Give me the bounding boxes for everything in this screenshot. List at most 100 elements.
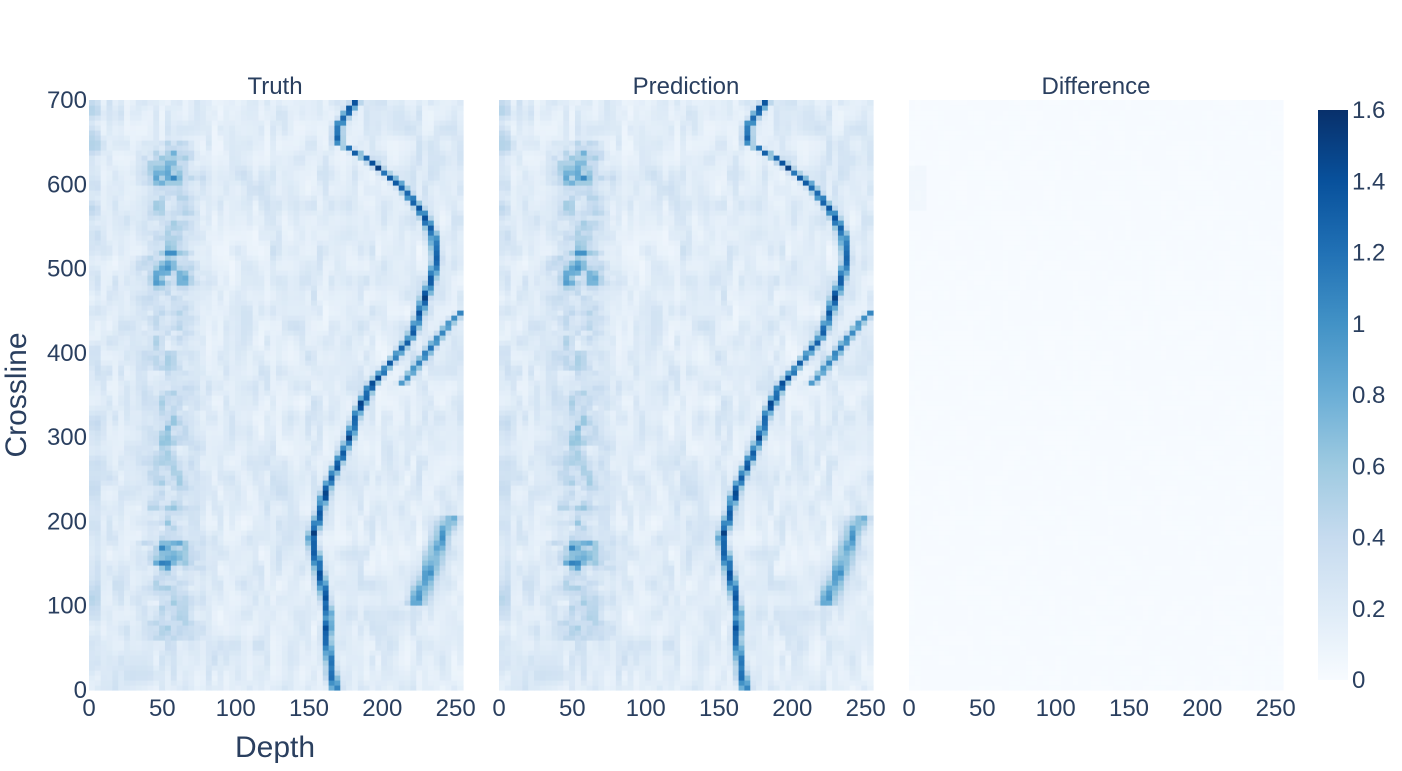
heatmap-cell bbox=[177, 570, 183, 576]
heatmap-cell bbox=[253, 600, 259, 606]
heatmap-cell bbox=[410, 485, 416, 491]
heatmap-cell bbox=[264, 610, 270, 616]
heatmap-cell bbox=[317, 500, 323, 506]
heatmap-cell bbox=[434, 565, 440, 571]
heatmap-cell bbox=[147, 425, 153, 431]
heatmap-cell bbox=[159, 675, 165, 681]
heatmap-cell bbox=[410, 505, 416, 511]
heatmap-cell bbox=[422, 410, 428, 416]
heatmap-cell bbox=[124, 615, 130, 621]
heatmap-cell bbox=[276, 450, 282, 456]
heatmap-cell bbox=[159, 465, 165, 471]
heatmap-cell bbox=[457, 555, 463, 561]
heatmap-cell bbox=[288, 645, 294, 651]
heatmap-cell bbox=[188, 475, 194, 481]
heatmap-cell bbox=[393, 505, 399, 511]
heatmap-cell bbox=[118, 480, 124, 486]
heatmap-cell bbox=[451, 490, 457, 496]
heatmap-cell bbox=[445, 555, 451, 561]
heatmap-cell bbox=[147, 480, 153, 486]
heatmap-cell bbox=[294, 470, 300, 476]
heatmap-cell bbox=[340, 465, 346, 471]
heatmap-cell bbox=[89, 650, 95, 656]
heatmap-cell bbox=[364, 395, 370, 401]
heatmap-cell bbox=[346, 465, 352, 471]
heatmap-cell bbox=[294, 650, 300, 656]
heatmap-cell bbox=[416, 655, 422, 661]
heatmap-cell bbox=[159, 390, 165, 396]
heatmap-cell bbox=[311, 630, 317, 636]
heatmap-cell bbox=[118, 500, 124, 506]
heatmap-cell bbox=[218, 440, 224, 446]
heatmap-cell bbox=[194, 515, 200, 521]
heatmap-cell bbox=[364, 440, 370, 446]
heatmap-cell bbox=[171, 545, 177, 551]
heatmap-cell bbox=[358, 410, 364, 416]
heatmap-cell bbox=[223, 450, 229, 456]
heatmap-cell bbox=[323, 490, 329, 496]
heatmap-cell bbox=[311, 675, 317, 681]
heatmap-cell bbox=[118, 445, 124, 451]
heatmap-cell bbox=[334, 495, 340, 501]
heatmap-cell bbox=[183, 440, 189, 446]
heatmap-cell bbox=[405, 520, 411, 526]
heatmap-cell bbox=[241, 640, 247, 646]
heatmap-cell bbox=[346, 680, 352, 686]
heatmap-cell bbox=[153, 420, 159, 426]
heatmap-cell bbox=[370, 655, 376, 661]
heatmap-cell bbox=[294, 400, 300, 406]
heatmap-cell bbox=[118, 580, 124, 586]
heatmap-cell bbox=[405, 595, 411, 601]
heatmap-cell bbox=[101, 665, 107, 671]
heatmap-cell bbox=[183, 665, 189, 671]
heatmap-cell bbox=[299, 605, 305, 611]
heatmap-cell bbox=[229, 660, 235, 666]
heatmap-cell bbox=[393, 590, 399, 596]
heatmap-cell bbox=[112, 510, 118, 516]
heatmap-cell bbox=[206, 550, 212, 556]
heatmap-cell bbox=[405, 415, 411, 421]
heatmap-cell bbox=[422, 665, 428, 671]
heatmap-cell bbox=[130, 630, 136, 636]
heatmap-cell bbox=[340, 645, 346, 651]
heatmap-cell bbox=[422, 580, 428, 586]
heatmap-cell bbox=[405, 540, 411, 546]
heatmap-cell bbox=[434, 645, 440, 651]
heatmap-cell bbox=[183, 490, 189, 496]
heatmap-cell bbox=[153, 635, 159, 641]
heatmap-cell bbox=[346, 545, 352, 551]
heatmap-cell bbox=[375, 460, 381, 466]
heatmap-cell bbox=[387, 545, 393, 551]
heatmap-cell bbox=[346, 555, 352, 561]
heatmap-cell bbox=[352, 635, 358, 641]
heatmap-cell bbox=[399, 550, 405, 556]
heatmap-cell bbox=[352, 530, 358, 536]
heatmap-cell bbox=[177, 455, 183, 461]
heatmap-cell bbox=[235, 595, 241, 601]
heatmap-cell bbox=[352, 625, 358, 631]
heatmap-cell bbox=[405, 630, 411, 636]
heatmap-cell bbox=[241, 585, 247, 591]
heatmap-cell bbox=[434, 620, 440, 626]
heatmap-cell bbox=[340, 530, 346, 536]
heatmap-cell bbox=[440, 410, 446, 416]
heatmap-cell bbox=[375, 620, 381, 626]
heatmap-cell bbox=[370, 680, 376, 686]
heatmap-cell bbox=[188, 605, 194, 611]
heatmap-cell bbox=[206, 620, 212, 626]
heatmap-cell bbox=[235, 585, 241, 591]
heatmap-cell bbox=[422, 435, 428, 441]
heatmap-cell bbox=[247, 685, 253, 691]
heatmap-cell bbox=[95, 425, 101, 431]
heatmap-cell bbox=[416, 685, 422, 691]
heatmap-cell bbox=[416, 410, 422, 416]
heatmap-cell bbox=[112, 590, 118, 596]
heatmap-cell bbox=[405, 450, 411, 456]
heatmap-cell bbox=[206, 640, 212, 646]
heatmap-cell bbox=[247, 615, 253, 621]
heatmap-cell bbox=[147, 615, 153, 621]
heatmap-cell bbox=[136, 495, 142, 501]
heatmap-cell bbox=[241, 590, 247, 596]
heatmap-cell bbox=[364, 645, 370, 651]
heatmap-cell bbox=[288, 670, 294, 676]
